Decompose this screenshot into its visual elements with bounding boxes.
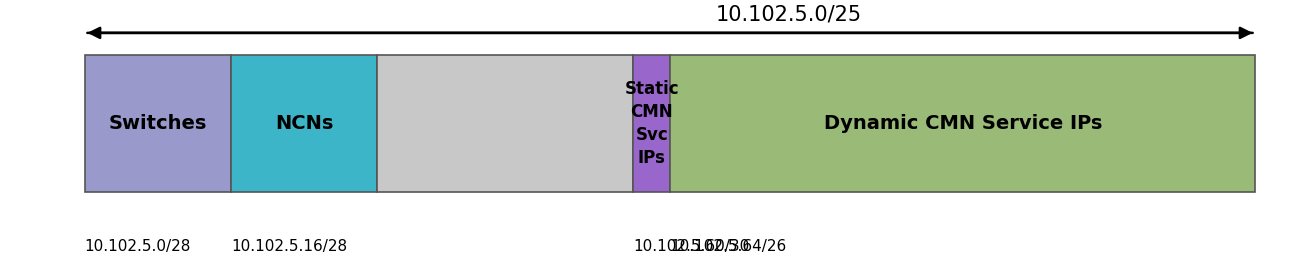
Bar (634, 55, 670, 192)
Text: 10.102.5.64/26: 10.102.5.64/26 (670, 239, 786, 254)
Text: NCNs: NCNs (275, 114, 333, 133)
Text: 10.102.5.0/25: 10.102.5.0/25 (716, 5, 861, 25)
Text: 10.102.5.16/28: 10.102.5.16/28 (232, 239, 347, 254)
Bar (377, 55, 634, 192)
Bar (85, 55, 232, 192)
Bar (232, 55, 377, 192)
Text: 10.102.5.0/28: 10.102.5.0/28 (85, 239, 191, 254)
Text: Static
CMN
Svc
IPs: Static CMN Svc IPs (624, 80, 679, 167)
Bar (670, 55, 1255, 192)
Text: 10.102.5.60/30: 10.102.5.60/30 (634, 239, 749, 254)
Text: Dynamic CMN Service IPs: Dynamic CMN Service IPs (824, 114, 1102, 133)
Text: Switches: Switches (108, 114, 207, 133)
